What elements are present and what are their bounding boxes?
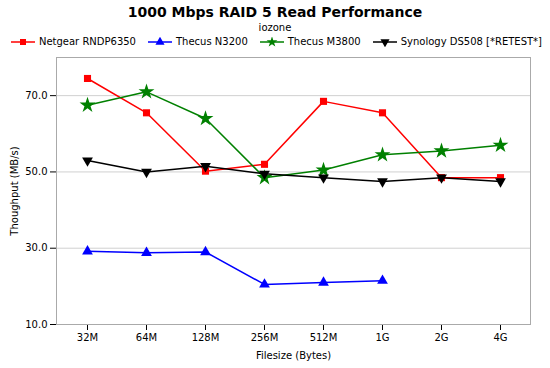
svg-text:Filesize (Bytes): Filesize (Bytes) [256,350,331,361]
html-text:Netgear RNDP6350: Netgear RNDP6350 [38,36,136,47]
html-text:Synology DS508 [*RETEST*]: Synology DS508 [*RETEST*] [400,36,542,47]
svg-text:70.0: 70.0 [25,90,47,101]
svg-text:64M: 64M [136,332,157,343]
svg-text:2G: 2G [434,332,448,343]
svg-text:1G: 1G [375,332,389,343]
svg-text:10.0: 10.0 [25,319,47,330]
svg-text:256M: 256M [251,332,279,343]
html-text:1000 Mbps RAID 5 Read Performa: 1000 Mbps RAID 5 Read Performance [127,4,423,20]
svg-text:128M: 128M [192,332,220,343]
svg-text:30.0: 30.0 [25,242,47,253]
html-text:Thecus N3200: Thecus N3200 [176,36,248,47]
html-text:iozone: iozone [258,22,292,33]
html-text:Thecus M3800: Thecus M3800 [287,36,361,47]
svg-text:512M: 512M [310,332,338,343]
svg-text:50.0: 50.0 [25,166,47,177]
svg-text:Thoughput (MB/s): Thoughput (MB/s) [9,146,20,236]
svg-text:32M: 32M [77,332,98,343]
svg-text:4G: 4G [493,332,507,343]
